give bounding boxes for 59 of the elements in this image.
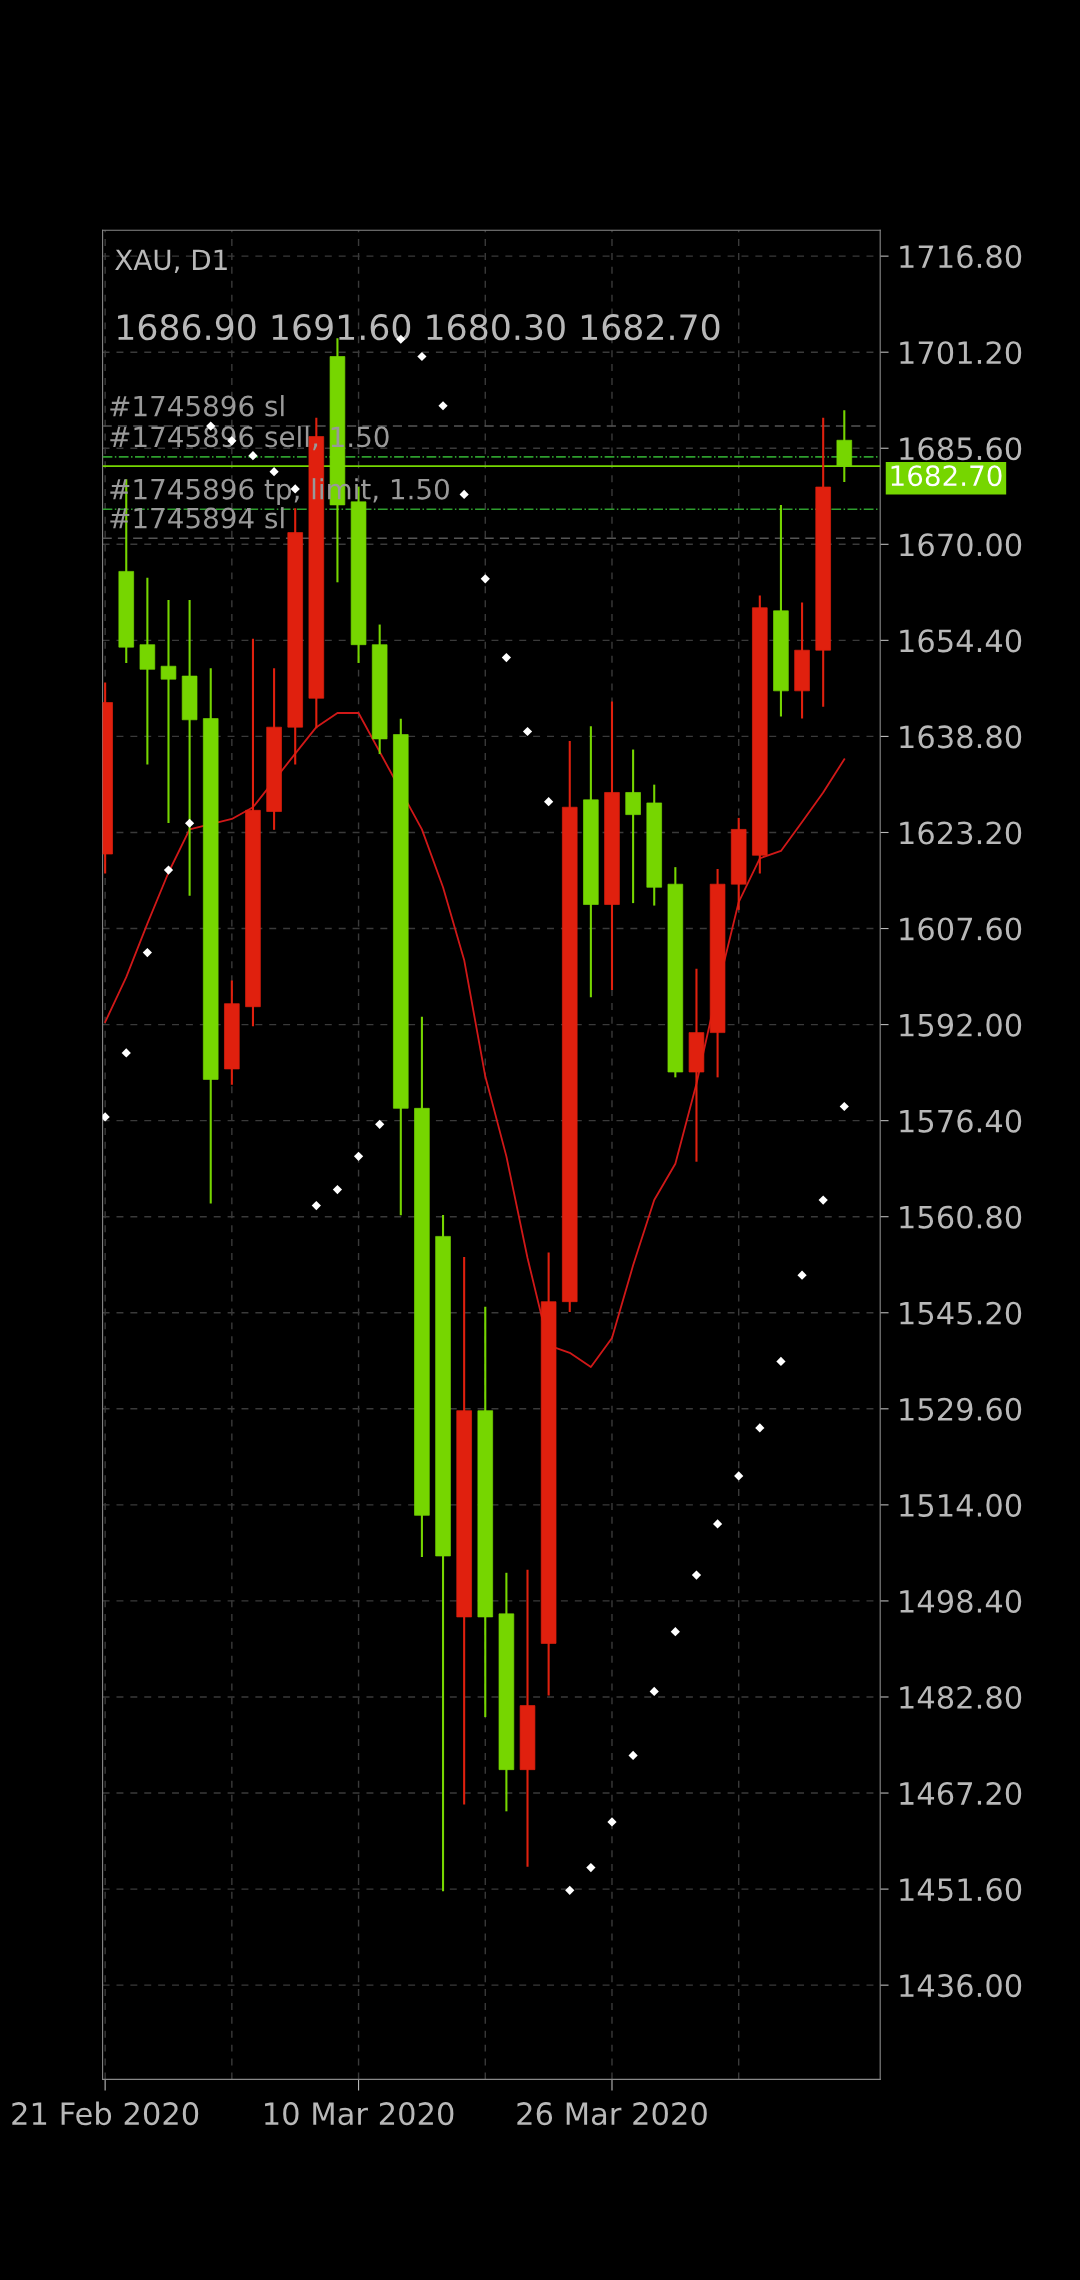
text: XAU, D1 [115,249,227,274]
point [776,1356,786,1367]
y-tick-label: 1716.80 [900,245,1022,269]
point [121,1048,131,1058]
point [459,489,469,500]
point [544,797,554,807]
point [438,401,448,411]
ref-line-label: #1745896 sl [110,395,284,417]
point [248,451,258,461]
x-tick-label: 26 Mar 2020 [517,2102,707,2126]
y-tick-label: 1670.00 [900,533,1022,557]
point [712,1519,723,1529]
y-tick-label: 1529.60 [900,1397,1022,1421]
y-tick-label: 1685.60 [900,437,1022,461]
point [565,1885,575,1895]
y-tick-label: 1623.20 [900,821,1022,845]
y-tick-label: 1467.20 [900,1781,1022,1806]
y-tick-label: 1638.80 [900,725,1022,749]
point [353,1151,364,1161]
point [839,1101,849,1112]
point [417,351,427,362]
point [691,1570,702,1580]
y-tick-label: 1576.40 [900,1109,1022,1133]
y-tick-label: 1514.00 [900,1493,1022,1517]
y-tick-label: 1560.80 [900,1205,1022,1229]
point [734,1471,744,1481]
y-tick-label: 1592.00 [900,1013,1022,1037]
y-tick-label: 1482.80 [900,1685,1022,1710]
point [269,467,279,477]
point [607,1817,617,1827]
point [586,1862,596,1873]
ref-line-label: 1682.70 [891,465,1002,487]
candlestick [160,599,177,824]
y-tick-label: 1436.00 [900,1974,1022,1998]
y-tick-label: 1545.20 [900,1301,1022,1325]
x-tick-label: 10 Mar 2020 [265,2102,454,2126]
point [332,1185,343,1195]
y-tick-label: 1701.20 [900,341,1022,365]
point [163,865,174,875]
point [480,574,490,584]
point [670,1627,680,1637]
point [311,1201,321,1211]
x-tick-label: 21 Feb 2020 [12,2101,199,2126]
point [818,1195,828,1205]
point [797,1270,807,1280]
y-tick-label: 1498.40 [900,1589,1022,1613]
point [185,818,195,828]
y-tick-label: 1607.60 [900,917,1022,941]
point [649,1686,659,1697]
line-series [104,712,846,1368]
point [628,1750,638,1761]
point [501,653,511,663]
text: 1686.90 1691.60 1680.30 1682.70 [118,314,720,341]
y-tick-label: 1451.60 [900,1878,1022,1902]
point [522,726,533,737]
candlestick [625,749,641,904]
point [142,947,152,958]
point [755,1423,765,1433]
y-tick-label: 1654.40 [900,629,1022,653]
